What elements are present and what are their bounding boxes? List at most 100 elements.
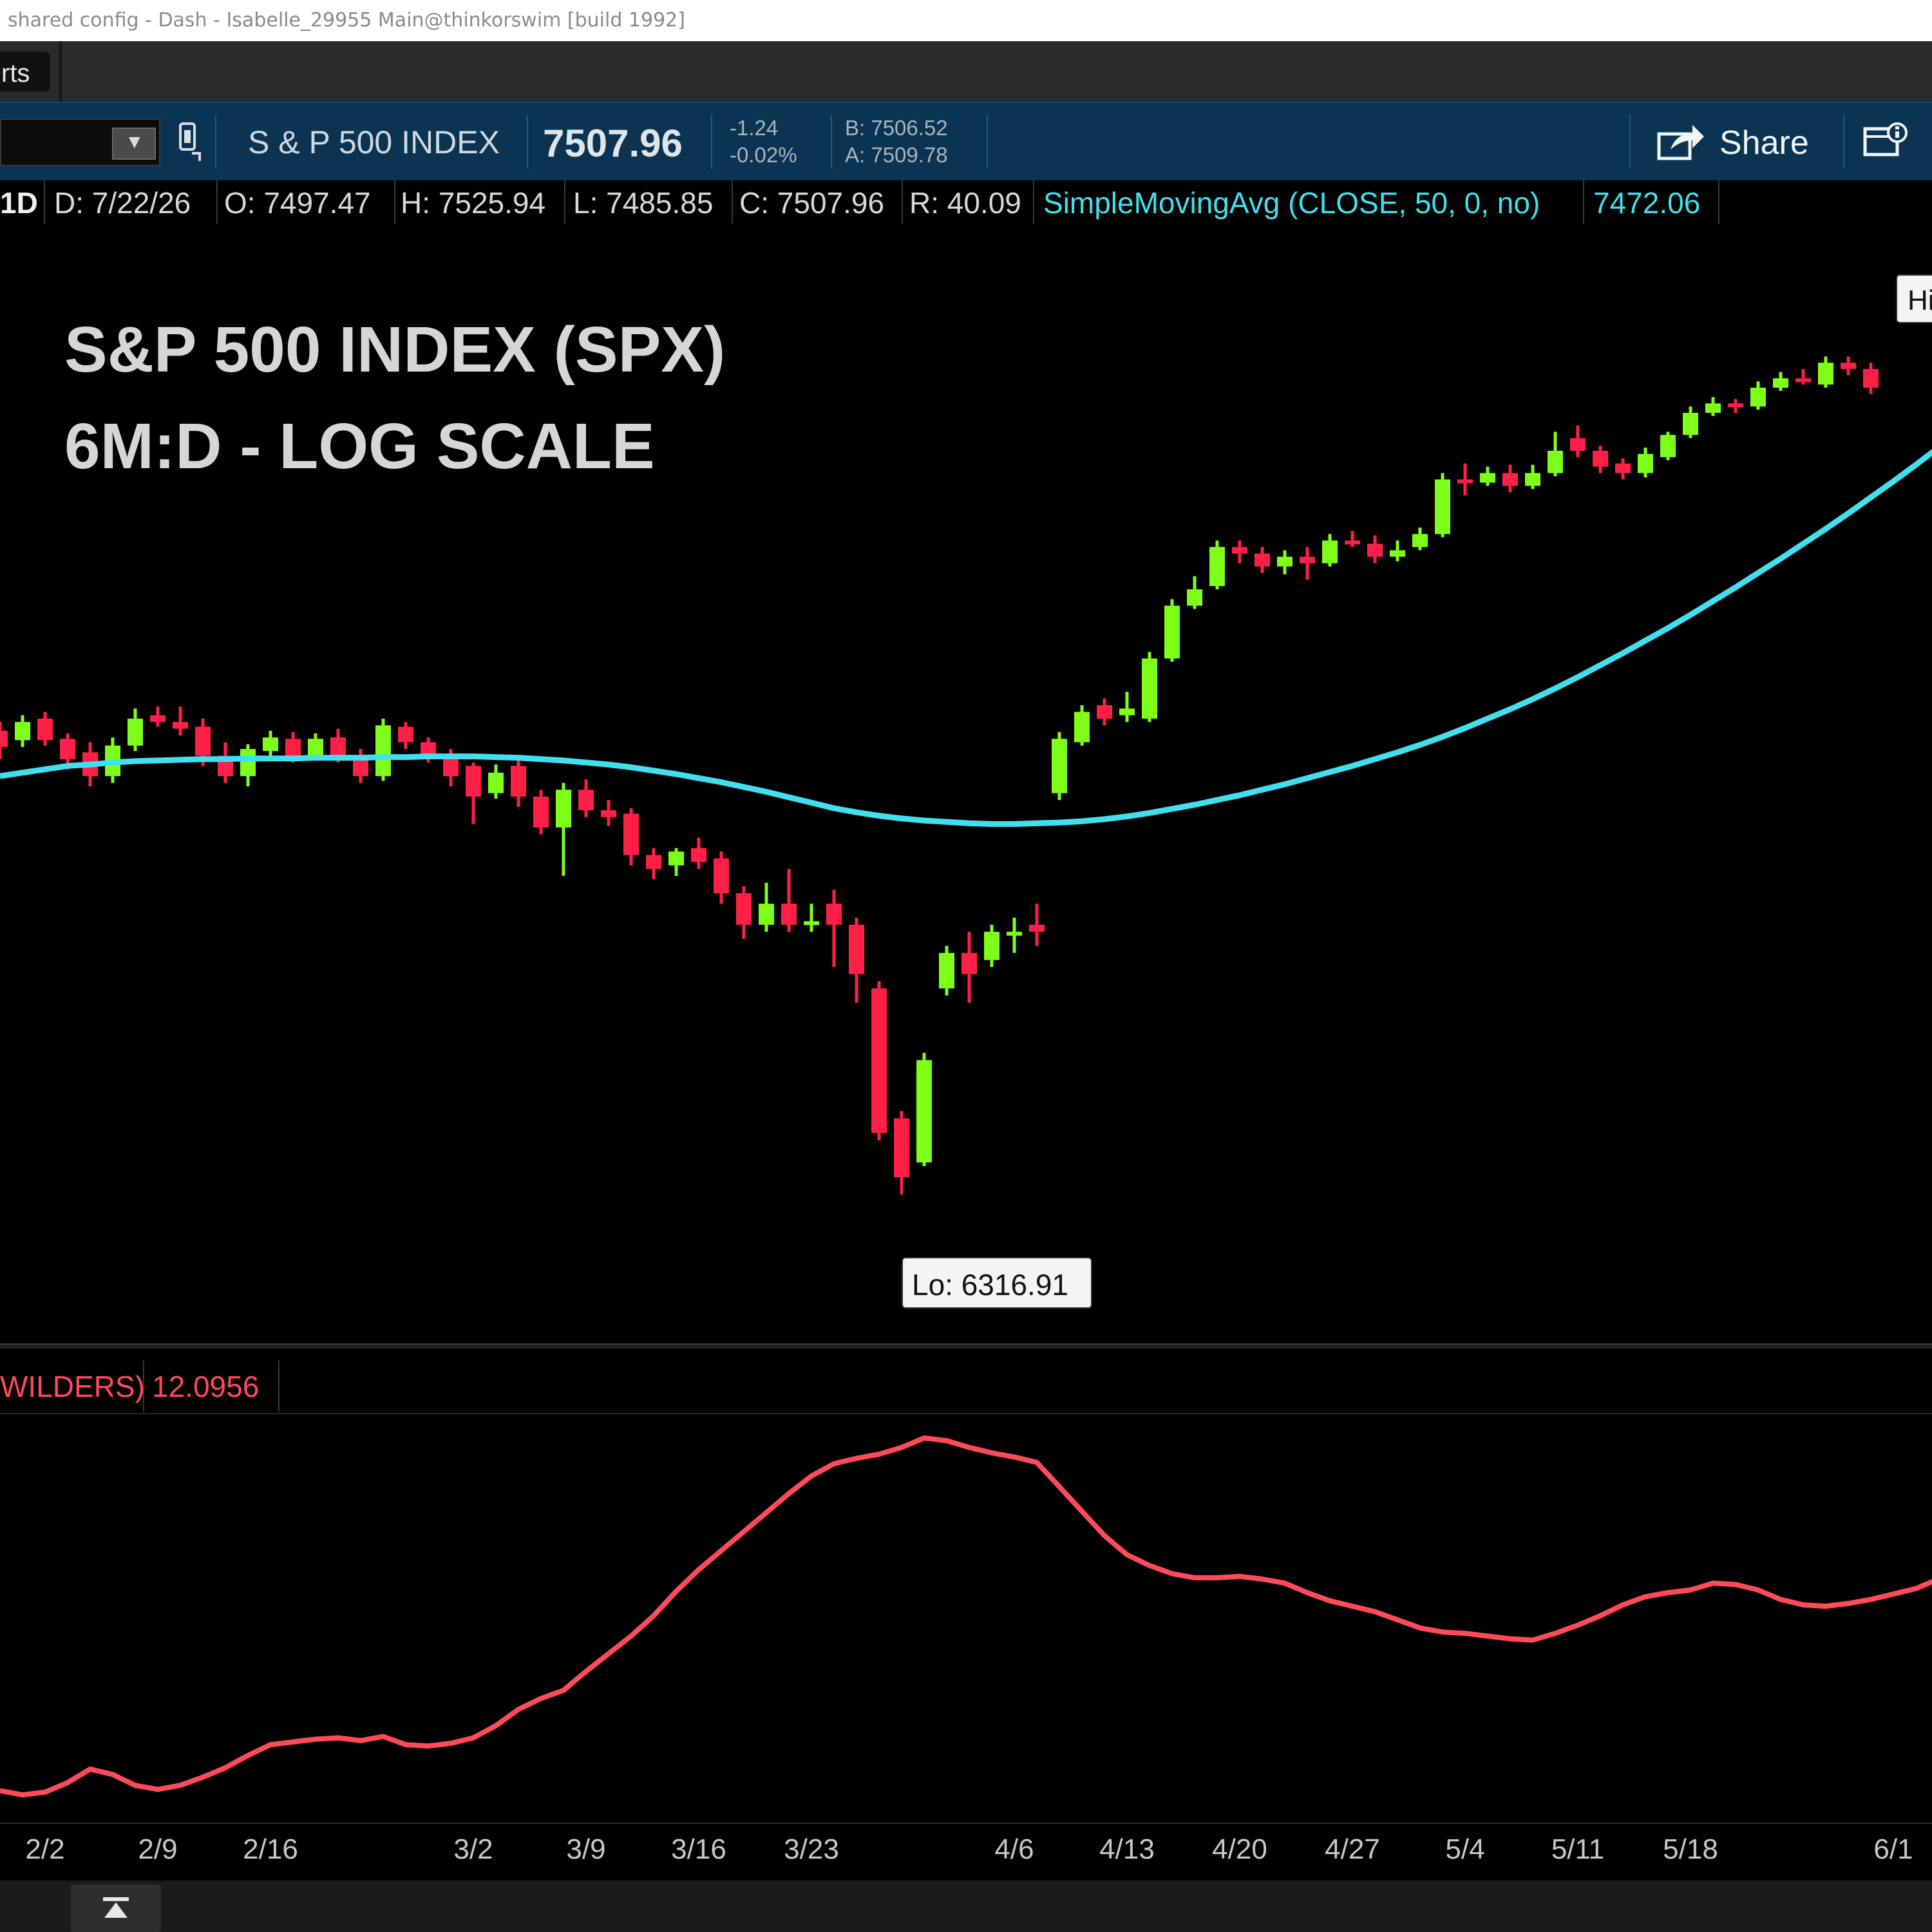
candle-body (37, 718, 53, 741)
candle-body (1255, 553, 1270, 567)
candle-body (601, 810, 616, 817)
candle-body (1728, 403, 1743, 408)
candle (1390, 540, 1405, 562)
tab-separator (59, 41, 62, 102)
candle-body (1074, 712, 1090, 743)
candle-body (1097, 705, 1112, 719)
candle-body (1142, 658, 1157, 719)
candle (646, 848, 661, 880)
info-separator (216, 180, 218, 224)
candle-body (1750, 388, 1766, 407)
candle (1818, 356, 1833, 388)
candle (1841, 356, 1856, 375)
x-tick-label: 2/9 (138, 1833, 177, 1865)
x-tick-label: 4/27 (1325, 1833, 1380, 1865)
sma-line (0, 448, 1932, 827)
candle (1300, 547, 1315, 580)
x-tick-label: 5/11 (1551, 1833, 1604, 1865)
candle (263, 730, 278, 756)
symbol-separator (527, 115, 528, 169)
sma-study-label[interactable]: SimpleMovingAvg (CLOSE, 50, 0, no) (1043, 186, 1540, 220)
sma-study-value: 7472.06 (1593, 186, 1701, 220)
candle (916, 1052, 932, 1166)
info-separator (1583, 180, 1584, 224)
candle-body (15, 722, 30, 741)
candle-body (1232, 547, 1247, 554)
candle-body (668, 851, 684, 866)
info-separator (1033, 180, 1034, 224)
candle (398, 722, 413, 749)
x-tick-label: 2/16 (243, 1833, 298, 1865)
indicator-header: WILDERS) 12.0956 (0, 1359, 1932, 1414)
high-readout: H: 7525.94 (401, 186, 546, 220)
x-tick-label: 5/4 (1445, 1833, 1484, 1865)
candle-body (1773, 378, 1788, 388)
candle-body (285, 739, 301, 756)
indicator-chart[interactable] (0, 1414, 1932, 1820)
candle (1345, 531, 1360, 547)
candle-body (0, 730, 8, 747)
candle-body (826, 904, 842, 925)
candle (578, 779, 594, 817)
indicator-name[interactable]: WILDERS) (0, 1370, 145, 1403)
candle-body (849, 924, 864, 974)
candle (668, 848, 684, 876)
x-tick-label: 3/16 (671, 1833, 726, 1865)
info-separator (732, 180, 733, 224)
candle (15, 715, 30, 747)
range-readout: R: 40.09 (909, 186, 1021, 220)
candle-body (1548, 450, 1563, 473)
tab-charts[interactable]: rts (0, 52, 50, 91)
share-button[interactable]: Share (1656, 116, 1837, 167)
tab-label: rts (1, 59, 30, 88)
candle (1119, 692, 1135, 723)
symbol-separator (1629, 115, 1631, 169)
candle (939, 945, 954, 996)
candle (1525, 464, 1540, 489)
candle-body (421, 742, 436, 756)
candle (1209, 540, 1225, 590)
candle (37, 712, 53, 746)
candle (1255, 547, 1270, 573)
candle (240, 744, 256, 786)
collapse-panel-button[interactable] (71, 1884, 161, 1932)
candle (353, 748, 368, 783)
candle-body (1367, 544, 1383, 557)
symbol-dropdown-button[interactable]: ▼ (112, 128, 156, 160)
x-axis: 2/2 2/9 2/16 3/2 3/9 3/16 3/23 4/6 4/13 4/20 4/27 5… (25, 1833, 1913, 1865)
candle-body (1187, 589, 1202, 606)
chart-info-bar: 1D D: 7/22/26 O: 7497.47 H: 7525.94 L: 7… (0, 180, 1932, 224)
symbol-input[interactable]: ▼ (0, 118, 160, 166)
symbol-separator (831, 115, 832, 169)
chart-title: S&P 500 INDEX (SPX) (64, 314, 726, 386)
candle-body (759, 904, 774, 925)
candle (60, 733, 75, 770)
pane-divider[interactable] (0, 1343, 1932, 1349)
x-tick-label: 3/2 (453, 1833, 493, 1865)
candle-body (1570, 438, 1586, 451)
price-change: -1.24 -0.02% (730, 115, 797, 169)
candle-body (556, 790, 571, 828)
candle-body (240, 748, 256, 777)
chart-settings-icon[interactable] (1862, 121, 1909, 161)
candle (150, 706, 166, 727)
candle-body (1119, 708, 1135, 715)
candle (0, 722, 8, 759)
open-readout: O: 7497.47 (224, 186, 371, 220)
candle-body (195, 726, 211, 756)
indicator-value: 12.0956 (152, 1370, 260, 1403)
candle-body (1209, 547, 1225, 587)
candle-body (466, 766, 481, 797)
candle (1502, 464, 1518, 493)
price-chart[interactable] (0, 225, 1932, 1343)
candle (826, 889, 842, 967)
x-tick-label: 3/9 (566, 1833, 605, 1865)
candle (984, 924, 999, 967)
candle (533, 790, 549, 835)
candle (691, 837, 706, 869)
link-icon[interactable] (176, 121, 202, 164)
candle-body (916, 1060, 932, 1163)
candle-body (871, 988, 887, 1133)
share-icon (1657, 125, 1704, 160)
candle (1615, 458, 1631, 480)
